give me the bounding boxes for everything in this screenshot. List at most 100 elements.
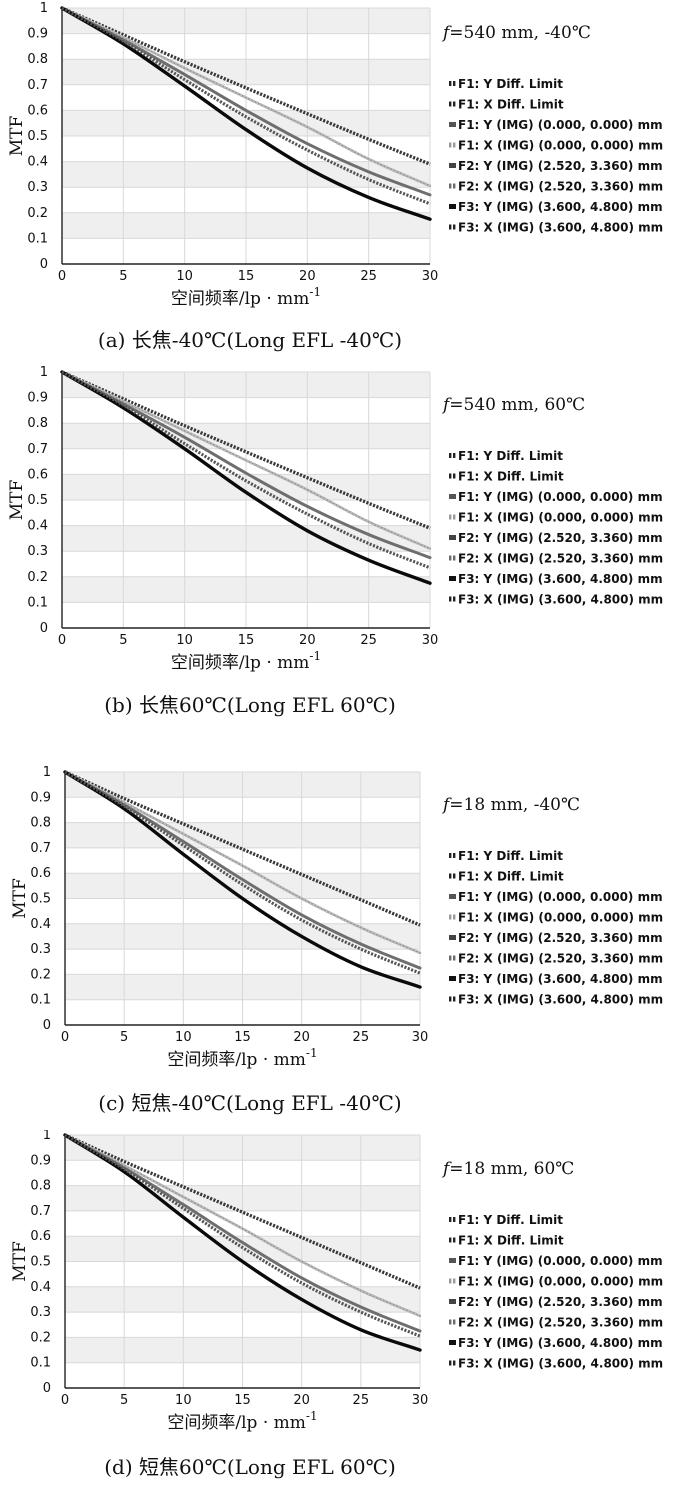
y-tick-label: 1 xyxy=(40,365,48,380)
series-line-5 xyxy=(63,1133,422,1333)
y-axis-title: MTF xyxy=(7,480,27,521)
x-tick-label: 10 xyxy=(175,1030,192,1045)
series-line-7 xyxy=(60,6,432,221)
legend-label: F3: Y (IMG) (3.600, 4.800) mm xyxy=(458,200,663,214)
series-line-2 xyxy=(64,1133,421,1290)
legend-label: F2: X (IMG) (2.520, 3.360) mm xyxy=(458,552,663,566)
y-tick-label: 0.9 xyxy=(30,790,51,805)
y-tick-label: 0.2 xyxy=(27,570,48,585)
series-line-8 xyxy=(64,1133,421,1338)
x-tick-label: 25 xyxy=(360,633,377,648)
y-tick-label: 0.6 xyxy=(27,467,48,482)
plot-area xyxy=(64,771,421,1026)
x-tick-label: 5 xyxy=(120,1393,128,1408)
subtitle-f: f xyxy=(441,795,452,815)
legend-label: F1: X (IMG) (0.000, 0.000) mm xyxy=(458,511,663,525)
series-line-4 xyxy=(64,770,421,955)
legend-swatch-icon xyxy=(449,1299,456,1304)
series-line-5 xyxy=(63,770,422,970)
chart-subtitle: f=540 mm, 60℃ xyxy=(441,395,585,415)
legend-label: F1: Y Diff. Limit xyxy=(458,77,563,91)
chart-subtitle: f=18 mm, -40℃ xyxy=(441,795,580,815)
y-tick-label: 0.7 xyxy=(30,1204,51,1219)
series-group xyxy=(60,6,432,221)
x-tick-label: 20 xyxy=(299,633,316,648)
legend-swatch-icon xyxy=(449,453,456,458)
y-tick-label: 0.5 xyxy=(30,892,51,907)
y-tick-label: 0 xyxy=(43,1381,51,1396)
x-axis-title: 空间频率/lp · mm-1 xyxy=(167,1409,317,1433)
legend-label: F1: Y Diff. Limit xyxy=(458,849,563,863)
mtf-chart-d: 00.10.20.30.40.50.60.70.80.910 5 10 15 20 25 3… xyxy=(10,1130,663,1479)
legend-swatch-icon xyxy=(449,894,456,899)
legend-label: F2: X (IMG) (2.520, 3.360) mm xyxy=(458,180,663,194)
subtitle-rest: =540 mm, -40℃ xyxy=(449,23,591,43)
x-axis-title: 空间频率/lp · mm-1 xyxy=(171,285,321,309)
y-tick-label: 0.7 xyxy=(27,78,48,93)
legend-swatch-icon xyxy=(449,853,456,858)
series-line-7 xyxy=(63,770,422,989)
x-tick-label: 20 xyxy=(293,1030,310,1045)
subtitle-f: f xyxy=(441,23,452,43)
y-tick-label: 0.9 xyxy=(27,27,48,42)
y-tick-label: 0.1 xyxy=(27,231,48,246)
legend-label: F1: Y (IMG) (0.000, 0.000) mm xyxy=(458,490,663,504)
x-tick-label: 0 xyxy=(61,1030,69,1045)
legend-label: F1: X Diff. Limit xyxy=(458,870,564,884)
y-tick-label: 0.5 xyxy=(27,493,48,508)
chart-subtitle: f=540 mm, -40℃ xyxy=(441,23,591,43)
legend-swatch-icon xyxy=(449,1319,456,1325)
y-tick-label: 0.3 xyxy=(30,942,51,957)
x-tick-label: 15 xyxy=(234,1030,251,1045)
legend-swatch-icon xyxy=(449,183,456,189)
y-tick-label: 1 xyxy=(43,765,51,780)
x-tick-label: 0 xyxy=(61,1393,69,1408)
y-axis-title: MTF xyxy=(7,116,27,157)
x-axis-title-text: 空间频率/lp · mm xyxy=(167,1413,306,1433)
legend-label: F1: X (IMG) (0.000, 0.000) mm xyxy=(458,1275,663,1289)
legend-label: F2: X (IMG) (2.520, 3.360) mm xyxy=(458,952,663,966)
y-axis-title: MTF xyxy=(10,878,30,919)
legend-swatch-icon xyxy=(449,935,456,940)
y-tick-label: 0.2 xyxy=(30,1330,51,1345)
series-group xyxy=(63,1133,422,1352)
legend: F1: Y Diff. Limit F1: X Diff. Limit F1: Y … xyxy=(449,849,663,1007)
legend-swatch-icon xyxy=(449,81,456,86)
legend-label: F3: Y (IMG) (3.600, 4.800) mm xyxy=(458,1336,663,1350)
y-tick-label: 0 xyxy=(43,1018,51,1033)
x-axis-title: 空间频率/lp · mm-1 xyxy=(171,649,321,673)
x-axis-title-sup: -1 xyxy=(306,1409,318,1423)
y-tick-label: 0.8 xyxy=(30,816,51,831)
y-tick-label: 0 xyxy=(40,621,48,636)
series-line-4 xyxy=(64,1133,421,1318)
y-tick-label: 0.5 xyxy=(30,1255,51,1270)
chart-caption: (b) 长焦60℃(Long EFL 60℃) xyxy=(104,693,396,717)
series-line-8 xyxy=(64,770,421,975)
x-tick-label: 25 xyxy=(360,269,377,284)
x-tick-label: 5 xyxy=(119,633,127,648)
series-line-8 xyxy=(61,370,431,570)
legend-swatch-icon xyxy=(449,224,456,230)
legend: F1: Y Diff. Limit F1: X Diff. Limit F1: Y … xyxy=(449,449,663,607)
y-tick-label: 0.2 xyxy=(27,206,48,221)
legend-swatch-icon xyxy=(449,555,456,561)
subtitle-rest: =18 mm, -40℃ xyxy=(449,795,580,815)
legend-label: F1: Y (IMG) (0.000, 0.000) mm xyxy=(458,118,663,132)
y-tick-label: 0.4 xyxy=(27,155,48,170)
legend-swatch-icon xyxy=(449,1278,456,1284)
y-tick-label: 0.5 xyxy=(27,129,48,144)
y-tick-label: 1 xyxy=(43,1130,51,1143)
y-tick-label: 1 xyxy=(40,1,48,16)
series-line-2 xyxy=(64,770,421,927)
legend-label: F3: Y (IMG) (3.600, 4.800) mm xyxy=(458,972,663,986)
x-tick-label: 20 xyxy=(299,269,316,284)
x-tick-label: 5 xyxy=(119,269,127,284)
subtitle-f: f xyxy=(441,395,452,415)
legend-swatch-icon xyxy=(449,101,456,107)
legend-label: F1: X (IMG) (0.000, 0.000) mm xyxy=(458,139,663,153)
x-tick-label: 15 xyxy=(238,269,255,284)
x-tick-label: 15 xyxy=(238,633,255,648)
x-axis-title-text: 空间频率/lp · mm xyxy=(167,1050,306,1070)
x-tick-label: 5 xyxy=(120,1030,128,1045)
legend-label: F1: Y (IMG) (0.000, 0.000) mm xyxy=(458,1254,663,1268)
